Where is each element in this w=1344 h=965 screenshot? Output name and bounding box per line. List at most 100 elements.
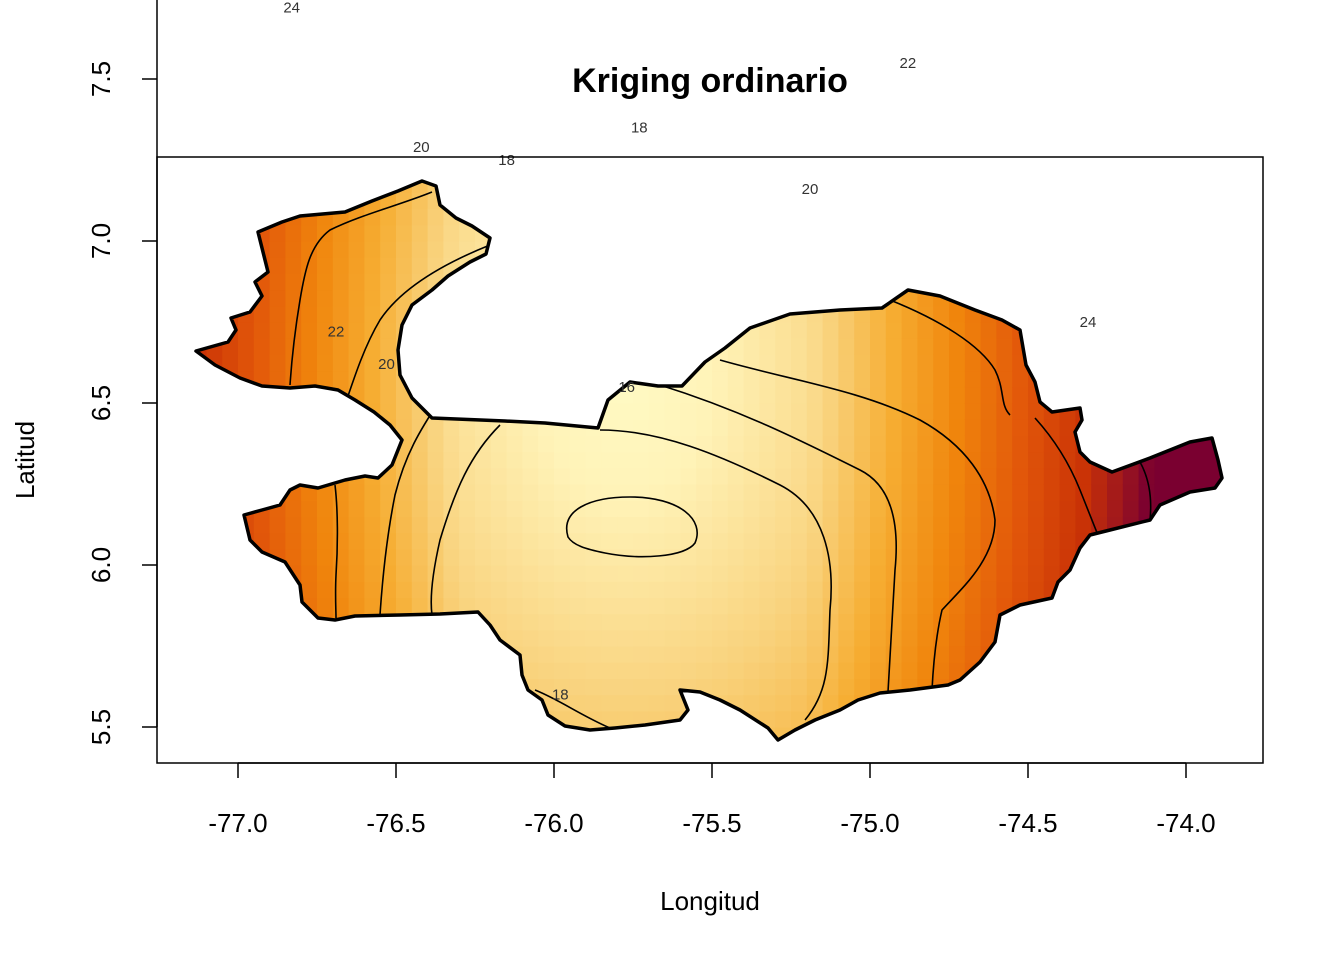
heat-cell	[222, 694, 239, 712]
heat-cell	[791, 678, 808, 696]
heat-cell	[254, 14, 270, 31]
heat-cell	[696, 403, 713, 420]
heat-cell	[633, 192, 650, 210]
heat-cell	[1091, 710, 1108, 728]
heat-cell	[238, 451, 255, 469]
heat-cell	[886, 30, 902, 47]
heat-cell	[301, 646, 318, 663]
contour-label: 22	[900, 55, 917, 72]
heat-cell	[1154, 305, 1171, 323]
heat-cell	[949, 500, 966, 517]
heat-cell	[980, 662, 997, 679]
heat-cell	[838, 467, 855, 485]
heat-cell	[696, 305, 713, 323]
heat-cell	[349, 743, 365, 760]
heat-cell	[917, 435, 934, 453]
heat-cell	[854, 678, 871, 696]
heat-cell	[1091, 419, 1108, 436]
heat-cell	[601, 467, 618, 485]
heat-cell	[901, 403, 918, 420]
heat-cell	[1028, 662, 1045, 679]
heat-cell	[759, 435, 776, 453]
contour-line	[534, 689, 611, 729]
heat-cell	[538, 354, 555, 372]
heat-cell	[1186, 208, 1203, 226]
heat-cell	[396, 710, 413, 728]
heat-cell	[364, 0, 380, 15]
heat-cell	[569, 241, 587, 258]
heat-cell	[1201, 403, 1219, 420]
heat-cell	[1091, 14, 1107, 31]
heat-cell	[506, 710, 523, 728]
heat-cell	[1107, 14, 1123, 31]
heat-cell	[759, 662, 776, 679]
heat-cell	[664, 484, 681, 501]
heat-cell	[585, 435, 602, 453]
heat-cell	[175, 47, 191, 64]
heat-cell	[601, 144, 617, 161]
heat-cell	[332, 419, 350, 436]
heat-cell	[775, 0, 791, 15]
heat-cell	[743, 451, 760, 469]
heat-cell	[1233, 678, 1249, 695]
heat-cell	[854, 646, 871, 663]
heat-cell	[1028, 338, 1045, 355]
heat-cell	[838, 581, 855, 598]
heat-cell	[585, 662, 602, 679]
heat-cell	[506, 338, 523, 355]
heat-cell	[822, 305, 839, 323]
heat-cell	[1059, 435, 1076, 453]
heat-cell	[270, 144, 286, 161]
heat-cell	[285, 403, 302, 420]
heat-cell	[1154, 727, 1171, 740]
heat-cell	[917, 257, 934, 274]
heat-cell	[712, 370, 729, 388]
heat-cell	[1043, 500, 1061, 517]
heat-cell	[191, 63, 207, 80]
heat-cell	[617, 160, 633, 177]
heat-cell	[253, 678, 271, 696]
heat-cell	[301, 451, 318, 469]
heat-cell	[569, 435, 587, 453]
heat-cell	[1028, 500, 1045, 517]
heat-cell	[886, 144, 902, 161]
heat-cell	[917, 403, 934, 420]
heat-cell	[585, 565, 602, 582]
heat-cell	[254, 79, 270, 96]
heat-cell	[1044, 111, 1060, 128]
heat-cell	[1043, 694, 1061, 712]
heat-cell	[696, 0, 712, 15]
heat-cell	[348, 305, 365, 323]
heat-cell	[1075, 646, 1092, 663]
heat-cell	[664, 629, 681, 647]
heat-cell	[522, 759, 538, 776]
heat-cell	[727, 386, 745, 404]
heat-cell	[175, 646, 191, 663]
heat-cell	[427, 257, 444, 274]
heat-cell	[475, 63, 491, 80]
heat-cell	[648, 597, 666, 615]
heat-cell	[270, 14, 286, 31]
heat-cell	[664, 241, 681, 258]
heat-cell	[569, 484, 587, 501]
heat-cell	[838, 662, 855, 679]
heat-cell	[332, 548, 350, 566]
heat-cell	[1139, 0, 1155, 15]
heat-cell	[459, 435, 476, 453]
heat-cell	[1012, 208, 1029, 226]
heat-cell	[1043, 484, 1061, 501]
heat-cell	[933, 646, 950, 663]
heat-cell	[775, 435, 792, 453]
heat-cell	[411, 710, 429, 728]
heat-cell	[586, 128, 602, 145]
heat-cell	[349, 14, 365, 31]
heat-cell	[191, 111, 207, 128]
heat-cell	[838, 565, 855, 582]
heat-cell	[743, 208, 760, 226]
heat-cell	[902, 144, 918, 161]
heat-cell	[933, 257, 950, 274]
heat-cell	[475, 354, 492, 372]
heat-cell	[664, 192, 681, 210]
heat-cell	[1060, 160, 1076, 177]
heat-cell	[412, 79, 428, 96]
